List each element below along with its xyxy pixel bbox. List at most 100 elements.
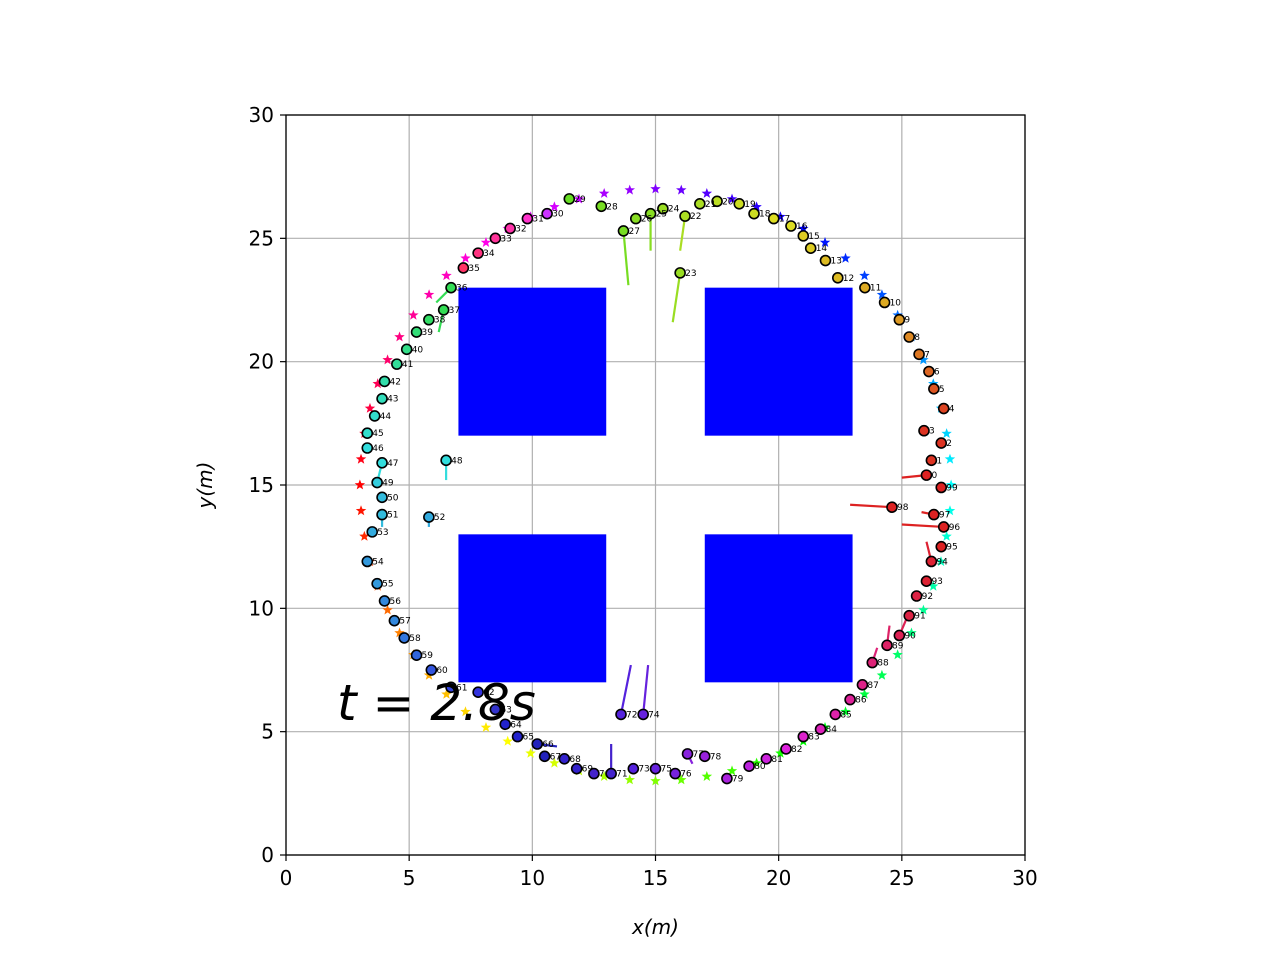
agent-marker <box>445 681 457 694</box>
x-tick-label: 5 <box>403 866 416 890</box>
goal-star <box>928 580 939 591</box>
agent-15: 15 <box>797 230 820 242</box>
agent-id-label: 97 <box>939 511 950 521</box>
agent-77: 77 <box>681 748 704 765</box>
goal-star <box>918 604 929 615</box>
agent-marker <box>504 222 516 235</box>
agent-marker <box>928 508 940 521</box>
agent-84: 84 <box>814 723 837 735</box>
agent-id-label: 59 <box>422 651 434 661</box>
agent-42: 42 <box>378 375 401 387</box>
agent-98: 98 <box>850 501 909 514</box>
agent-marker <box>391 358 403 370</box>
y-axis-label: y(m) <box>193 462 217 510</box>
agent-marker <box>903 609 916 622</box>
agent-28: 28 <box>595 200 618 213</box>
agent-97: 97 <box>921 508 950 521</box>
agent-id-label: 54 <box>372 557 384 567</box>
agent-id-label: 65 <box>523 733 534 743</box>
agent-marker <box>829 708 842 721</box>
agent-id-label: 51 <box>387 511 398 521</box>
agent-id-label: 47 <box>387 459 398 469</box>
agent-marker <box>637 708 649 721</box>
goal-star <box>549 201 560 212</box>
agent-33: 33 <box>489 232 512 244</box>
agent-id-label: 90 <box>904 631 916 641</box>
agent-48: 48 <box>440 454 463 481</box>
goal-star <box>906 627 917 638</box>
goal-star <box>775 211 786 222</box>
agent-id-label: 10 <box>890 298 902 308</box>
agent-marker <box>881 639 893 652</box>
agent-20: 20 <box>711 195 734 207</box>
agent-id-label: 32 <box>515 224 526 234</box>
agent-marker <box>923 365 935 378</box>
agent-36: 36 <box>435 281 468 304</box>
agent-51: 51 <box>376 508 399 527</box>
agent-id-label: 62 <box>483 688 494 698</box>
agent-marker <box>615 708 627 721</box>
agent-68: 68 <box>558 752 581 765</box>
goal-star <box>480 237 492 247</box>
agent-marker <box>511 730 524 743</box>
agent-marker <box>457 262 470 274</box>
goal-star <box>775 747 786 758</box>
x-tick-label: 0 <box>280 866 293 890</box>
agent-40: 40 <box>400 343 423 355</box>
agent-71: 71 <box>605 744 628 780</box>
agent-id-label: 35 <box>468 264 479 274</box>
agent-marker <box>674 267 686 279</box>
agent-id-label: 2 <box>946 439 952 449</box>
y-tick-label: 10 <box>249 596 274 620</box>
agent-marker <box>918 424 930 437</box>
agent-id-label: 56 <box>390 597 402 607</box>
obstacles <box>458 287 853 683</box>
agent-marker <box>886 501 898 514</box>
agent-marker <box>499 718 512 731</box>
agent-56: 56 <box>378 595 402 607</box>
agent-marker <box>859 281 871 294</box>
y-tick-label: 20 <box>249 350 274 374</box>
agent-marker <box>856 678 869 691</box>
agent-marker <box>721 772 733 785</box>
agent-marker <box>440 454 452 467</box>
agent-marker <box>595 200 608 213</box>
y-tick-label: 0 <box>261 843 274 867</box>
agent-marker <box>743 760 755 773</box>
agent-id-label: 94 <box>936 557 948 567</box>
agent-id-label: 80 <box>754 762 766 772</box>
agent-trail <box>671 272 682 323</box>
agent-marker <box>538 750 551 763</box>
agent-id-label: 22 <box>690 212 701 222</box>
agent-82: 82 <box>780 743 803 755</box>
agent-5: 5 <box>928 382 945 395</box>
agent-id-label: 21 <box>705 200 716 210</box>
agent-marker <box>694 198 706 210</box>
agent-marker <box>925 555 938 568</box>
agent-31: 31 <box>521 212 544 225</box>
agent-marker <box>541 207 553 220</box>
agent-1: 1 <box>925 454 942 466</box>
agent-id-label: 72 <box>626 710 637 720</box>
agent-19: 19 <box>733 198 756 210</box>
goal-star <box>944 453 956 464</box>
agent-id-label: 33 <box>500 234 511 244</box>
agent-marker <box>681 748 694 760</box>
goal-star <box>598 771 610 781</box>
agent-marker <box>376 456 388 469</box>
agent-marker <box>748 207 760 220</box>
agent-marker <box>785 220 797 232</box>
agent-id-label: 43 <box>387 395 398 405</box>
agent-65: 65 <box>511 730 534 743</box>
agent-3: 3 <box>918 424 935 437</box>
agent-11: 11 <box>859 281 881 294</box>
agent-44: 44 <box>368 410 391 422</box>
agent-76: 76 <box>669 767 692 780</box>
agent-85: 85 <box>829 708 852 721</box>
agent-marker <box>423 313 435 326</box>
agent-50: 50 <box>376 491 399 503</box>
goal-star <box>364 402 376 413</box>
agent-marker <box>371 476 383 489</box>
agent-86: 86 <box>844 693 867 706</box>
agent-trail <box>622 230 630 286</box>
